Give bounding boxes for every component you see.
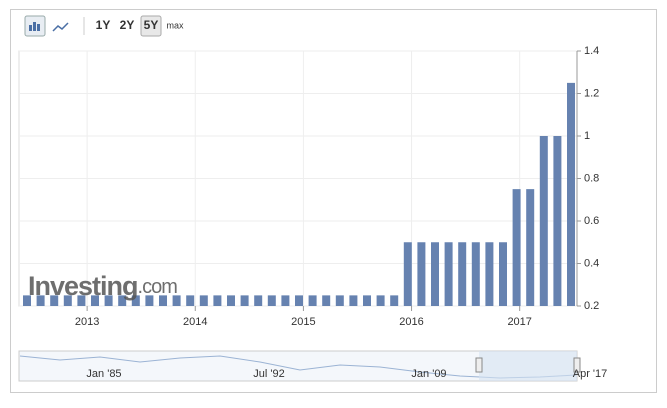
bar [159,295,167,306]
x-tick-label: 2013 [75,316,99,328]
bar [23,295,31,306]
navigator-window[interactable] [479,351,577,381]
bar [363,295,371,306]
y-tick-label: 1.2 [584,87,599,99]
x-tick-label: 2014 [183,316,207,328]
navigator-handle[interactable] [573,357,581,373]
bar [308,295,317,306]
bar [104,295,113,306]
bar [91,295,99,306]
bar [172,295,181,306]
bar [512,189,521,306]
bar [567,82,575,306]
x-tick-label: 2015 [291,316,315,328]
bar [213,295,222,306]
y-tick-label: 1 [584,130,590,142]
bar [553,136,562,306]
bar [186,295,195,306]
bar [118,295,127,306]
bar [36,295,45,306]
bar [403,242,412,306]
x-tick-label: 2016 [399,316,423,328]
navigator-label: Jan '09 [411,368,446,380]
navigator-label: Jul '92 [253,368,284,380]
range-button[interactable]: 5Y [144,18,159,32]
bar [499,242,507,306]
range-button[interactable]: 2Y [120,18,135,32]
bar [444,242,453,306]
bar [335,295,344,306]
bar [431,242,439,306]
bar [458,242,467,306]
bar [295,295,303,306]
bar [240,295,249,306]
bar [227,295,235,306]
bar [267,295,276,306]
bar [50,295,59,306]
y-tick-label: 0.6 [584,215,599,227]
bar [417,242,426,306]
y-tick-label: 0.2 [584,300,599,312]
navigator-label: Apr '17 [573,368,608,380]
bar [281,295,290,306]
bar [485,242,494,306]
bar [349,295,358,306]
bar [390,295,399,306]
navigator-label: Jan '85 [86,368,121,380]
y-tick-label: 1.4 [584,45,599,57]
y-tick-label: 0.8 [584,172,599,184]
range-button[interactable]: 1Y [96,18,111,32]
line-chart-button[interactable] [52,22,69,32]
x-tick-label: 2017 [507,316,531,328]
bar [254,295,263,306]
navigator-handle[interactable] [475,357,483,373]
active-range [140,15,162,37]
frame [10,9,657,393]
bar [376,295,385,306]
bar [63,295,72,306]
bar [145,295,154,306]
bar [526,189,535,306]
bar [539,136,548,306]
bar [199,295,208,306]
range-button[interactable]: max [166,20,184,30]
bar-icon [29,22,40,31]
watermark: Investing.com [28,271,177,301]
bar [471,242,480,306]
bar [77,295,86,306]
bar [322,295,331,306]
bar [131,295,140,306]
y-tick-label: 0.4 [584,257,599,269]
